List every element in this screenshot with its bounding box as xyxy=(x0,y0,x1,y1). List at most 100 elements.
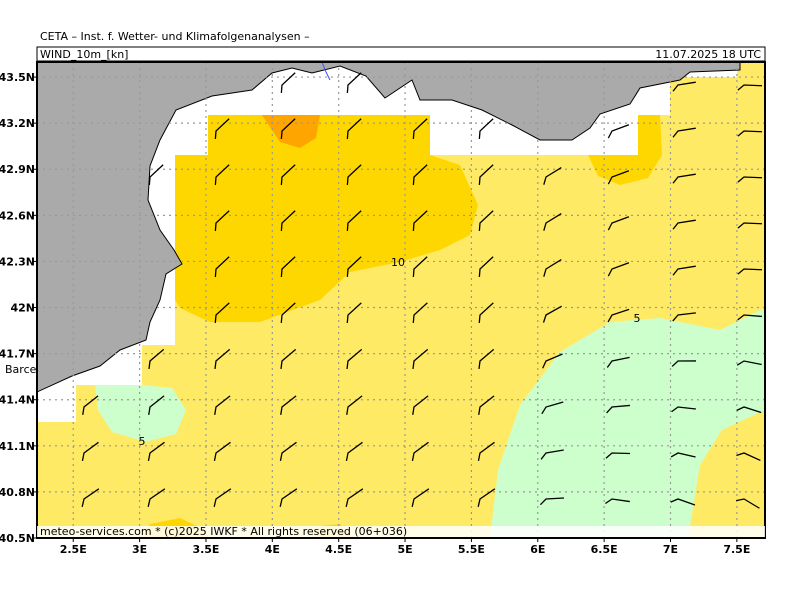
wind-barb xyxy=(539,497,565,506)
wind-barb xyxy=(607,216,630,231)
wind-barb xyxy=(672,173,696,184)
wind-barb xyxy=(737,176,763,183)
wind-barb xyxy=(736,452,761,462)
x-tick-label: 3E xyxy=(132,543,147,556)
wind-barb xyxy=(280,164,296,186)
wind-barb xyxy=(672,312,696,322)
y-tick-label: 43.5N xyxy=(0,71,35,84)
wind-barb xyxy=(280,210,296,232)
wind-barb xyxy=(346,164,362,186)
x-tick-label: 7.5E xyxy=(723,543,750,556)
wind-barb xyxy=(412,210,428,232)
wind-barb xyxy=(213,441,231,461)
place-label: Barce xyxy=(5,363,37,376)
footer: meteo-services.com * (c)2025 IWKF * All … xyxy=(40,525,407,538)
wind-barb xyxy=(737,130,763,137)
grid xyxy=(37,62,765,538)
wind-barb xyxy=(540,449,564,460)
wind-barb xyxy=(148,395,165,416)
wind-barb xyxy=(148,348,165,370)
x-tick-label: 7E xyxy=(663,543,678,556)
contour-label: 5 xyxy=(634,312,641,325)
wind-barb xyxy=(478,256,494,278)
wind-barb xyxy=(81,441,99,461)
y-tick-label: 41.4N xyxy=(0,394,35,407)
contour-label: 5 xyxy=(139,435,146,448)
x-tick-label: 6.5E xyxy=(591,543,618,556)
wind-barb xyxy=(345,488,364,507)
wind-barb xyxy=(280,118,296,140)
wind-barb xyxy=(412,164,428,186)
wind-barb xyxy=(478,348,495,370)
wind-barb xyxy=(543,259,562,277)
product-label: WIND_10m_[kn] xyxy=(40,48,128,61)
wind-barbs xyxy=(81,72,763,509)
wind-barb xyxy=(214,348,231,370)
wind-barb xyxy=(541,401,564,415)
wind-barb xyxy=(607,308,630,323)
wind-barb xyxy=(147,488,166,507)
wind-barb xyxy=(82,395,99,416)
wind-barb xyxy=(412,348,429,370)
wind-barb xyxy=(214,256,230,278)
wind-barb xyxy=(214,302,230,324)
wind-barb xyxy=(607,262,630,277)
wind-barb xyxy=(345,441,363,461)
map-area xyxy=(37,62,765,538)
x-tick-label: 5.5E xyxy=(458,543,485,556)
wind-barb xyxy=(214,210,230,232)
wind-barb xyxy=(280,395,297,416)
wind-barb xyxy=(346,302,362,324)
wind-barb xyxy=(346,72,362,94)
wind-barb xyxy=(478,210,494,232)
wind-barb xyxy=(542,353,563,369)
y-tick-label: 41.1N xyxy=(0,440,35,453)
wind-barb xyxy=(737,268,763,275)
y-tick-label: 40.5N xyxy=(0,532,35,545)
wind-barb xyxy=(346,118,362,140)
y-tick-label: 42N xyxy=(10,302,35,315)
wind-barb xyxy=(737,314,762,321)
x-tick-label: 2.5E xyxy=(60,543,87,556)
wind-barb xyxy=(737,84,763,91)
wind-barb xyxy=(346,210,362,232)
x-tick-label: 3.5E xyxy=(192,543,219,556)
wind-barb xyxy=(542,305,562,323)
wind-barb xyxy=(81,488,100,507)
wind-barb xyxy=(412,395,429,416)
footer-bg xyxy=(37,526,765,537)
wind-barb xyxy=(280,72,296,94)
wind-barb xyxy=(543,167,562,185)
wind-barb xyxy=(672,265,696,276)
wind-barb xyxy=(672,81,696,92)
y-tick-label: 41.7N xyxy=(0,348,35,361)
header-title: CETA – Inst. f. Wetter- und Klimafolgena… xyxy=(40,30,310,43)
wind-barb xyxy=(478,302,494,324)
wind-barb xyxy=(605,452,631,459)
wind-barb xyxy=(280,348,297,370)
wind-barb xyxy=(671,406,696,413)
contour-label: 10 xyxy=(391,256,405,269)
wind-barb xyxy=(736,360,762,366)
x-tick-label: 5E xyxy=(397,543,412,556)
wind-barb xyxy=(670,452,696,458)
wind-barb xyxy=(412,256,428,278)
wind-barb xyxy=(412,118,428,140)
wind-barb xyxy=(478,164,494,186)
wind-barb xyxy=(672,219,696,230)
wind-barb xyxy=(736,498,760,509)
wind-barb xyxy=(279,488,298,507)
y-tick-label: 40.8N xyxy=(0,486,35,499)
wind-barb xyxy=(606,404,630,414)
wind-barb xyxy=(346,395,363,416)
wind-barb xyxy=(214,395,231,416)
x-tick-label: 4E xyxy=(265,543,280,556)
land xyxy=(37,62,741,393)
wind-barb xyxy=(214,164,230,186)
wind-barb xyxy=(477,488,496,507)
wind-0-5 xyxy=(490,308,765,538)
wind-barb xyxy=(671,360,697,367)
wind-barb xyxy=(346,256,362,278)
map-frame xyxy=(36,61,766,539)
y-tick-label: 42.9N xyxy=(0,163,35,176)
